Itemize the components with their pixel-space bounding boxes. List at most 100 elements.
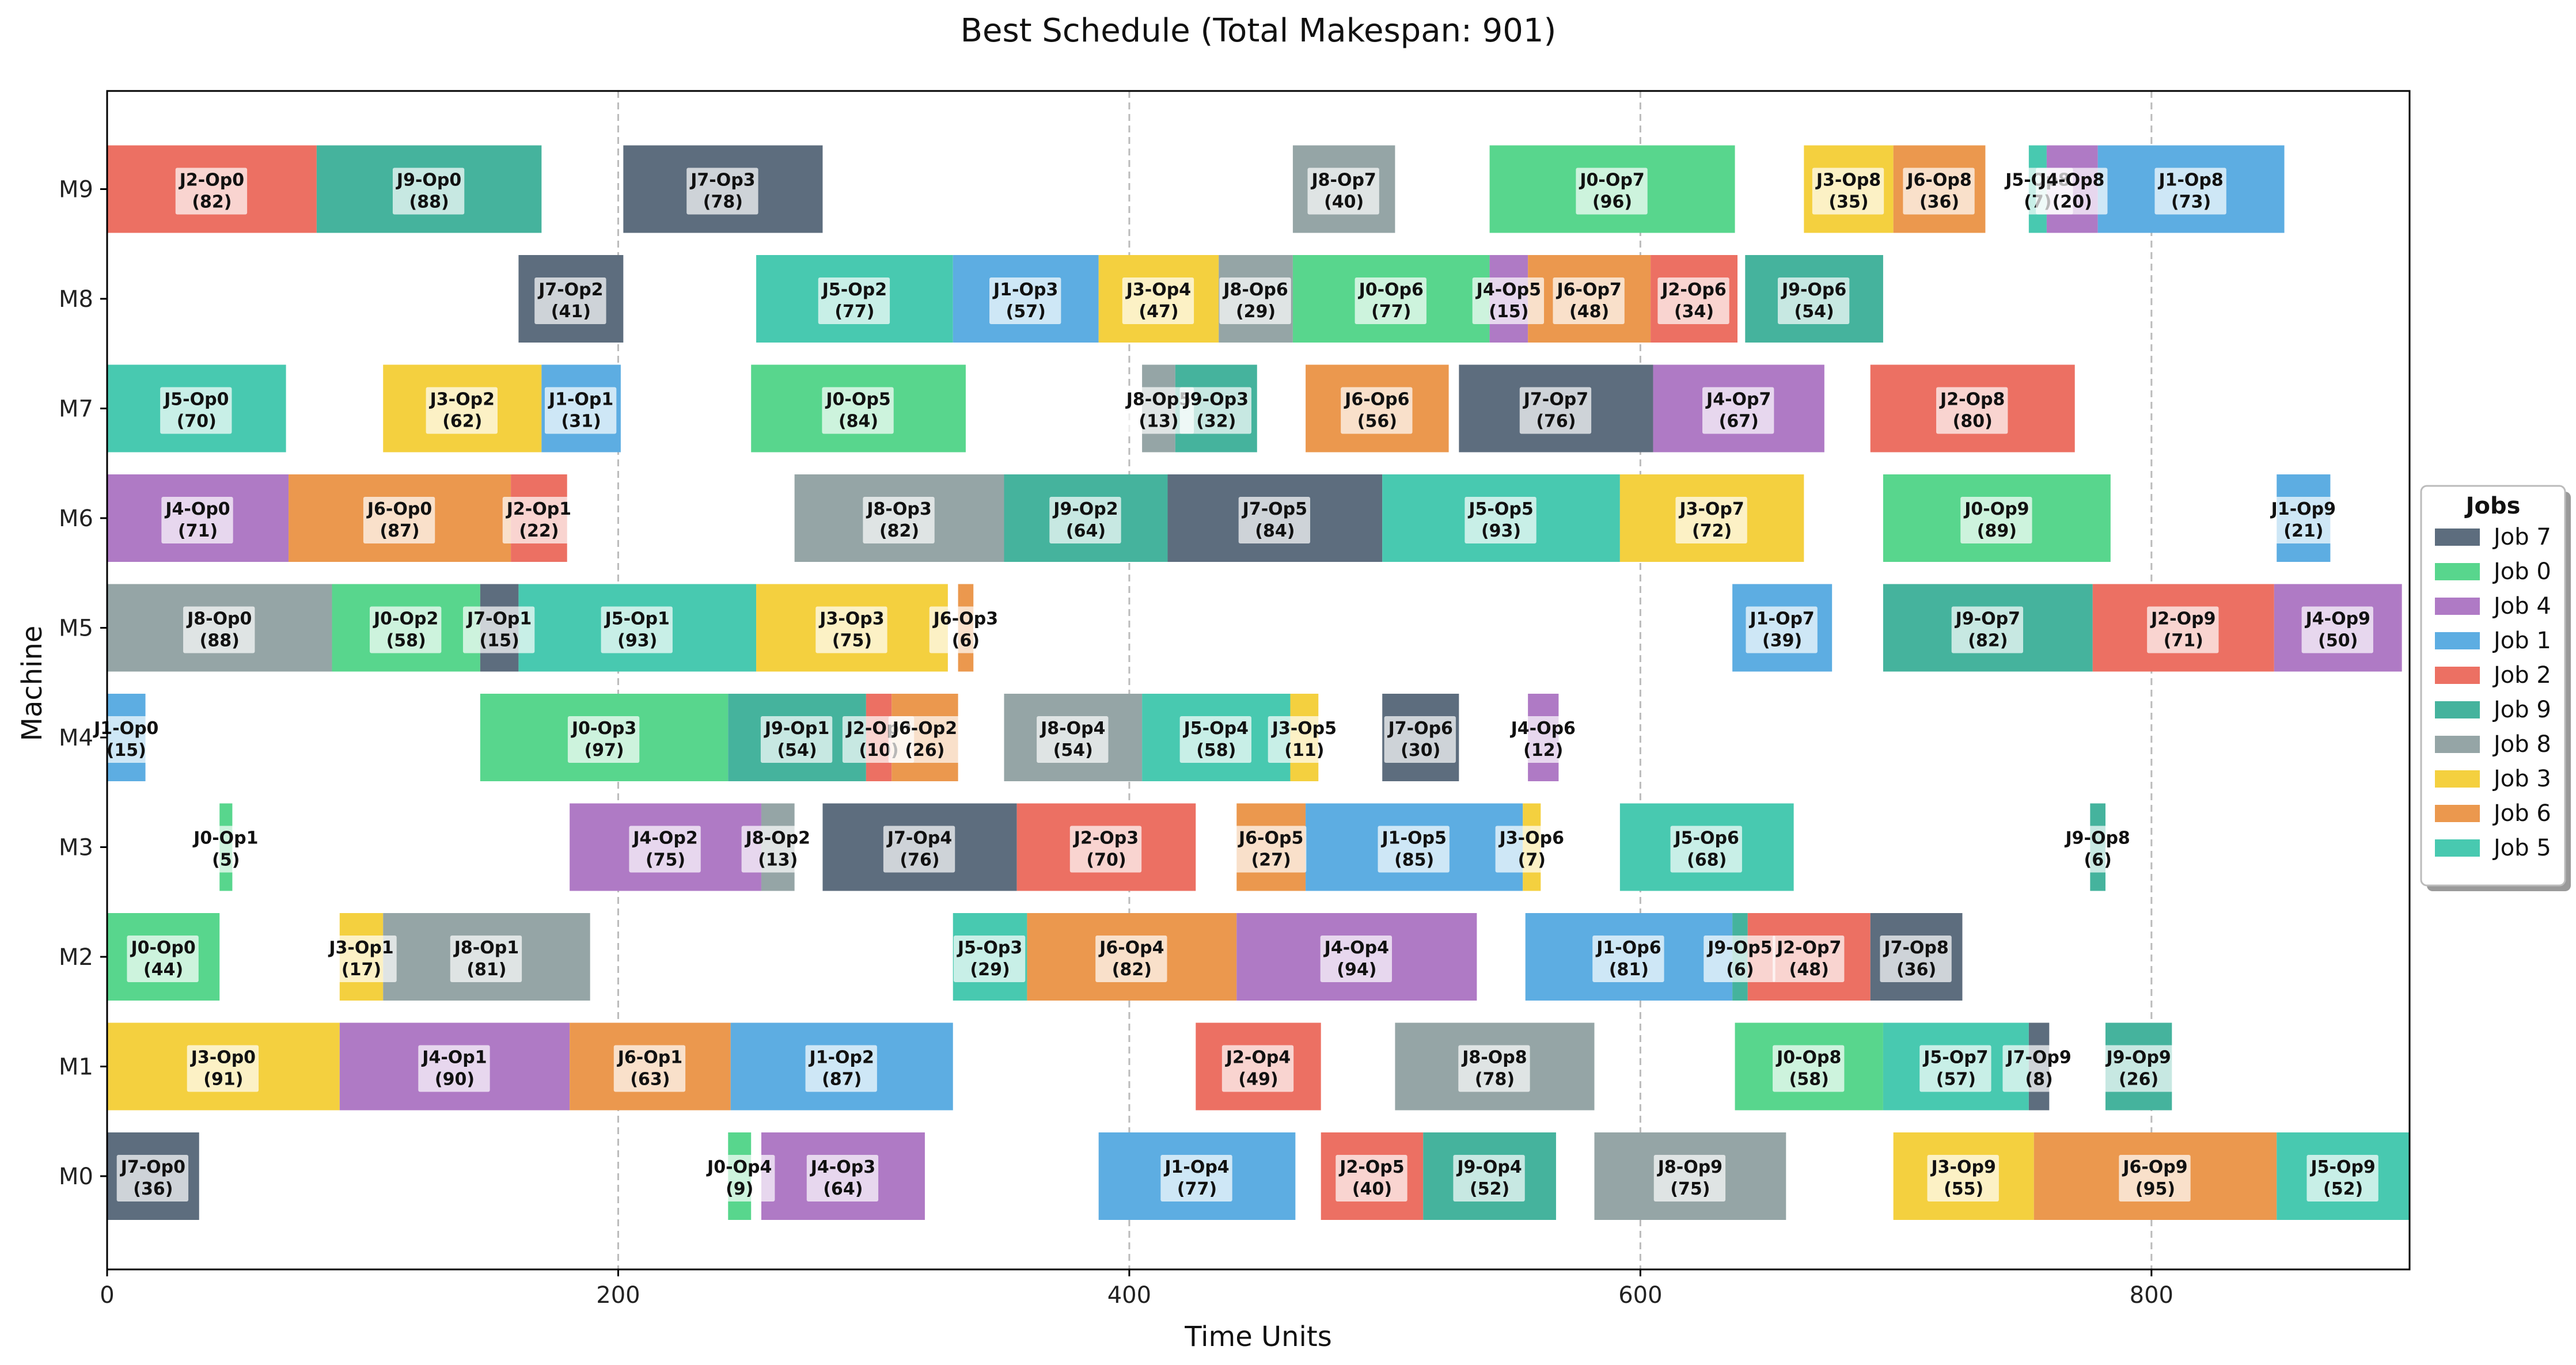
operation-duration-label: (78) bbox=[1475, 1070, 1515, 1090]
operation-label: J4-Op1(90) bbox=[418, 1045, 490, 1092]
operation-label-background bbox=[1592, 936, 1664, 982]
operation-duration-label: (32) bbox=[1196, 412, 1236, 432]
operation-label: J0-Op1(5) bbox=[189, 826, 261, 873]
operation-duration-label: (36) bbox=[1919, 192, 1959, 212]
operation-label: J8-Op7(40) bbox=[1307, 168, 1379, 215]
operation-duration-label: (63) bbox=[630, 1070, 670, 1090]
operation-duration-label: (17) bbox=[342, 960, 381, 980]
operation-duration-label: (73) bbox=[2171, 192, 2211, 212]
operation-label: J8-Op4(54) bbox=[1037, 716, 1109, 763]
operation-duration-label: (36) bbox=[1896, 960, 1936, 980]
operation-name-label: J8-Op4 bbox=[1039, 718, 1105, 739]
operation-duration-label: (12) bbox=[1523, 740, 1563, 761]
operation-name-label: J9-Op3 bbox=[1183, 390, 1249, 410]
operation-duration-label: (30) bbox=[1401, 740, 1440, 761]
operation-duration-label: (81) bbox=[1609, 960, 1649, 980]
operation-name-label: J5-Op0 bbox=[163, 390, 229, 410]
operation-duration-label: (7) bbox=[1518, 850, 1546, 870]
operation-label-background bbox=[1519, 387, 1592, 434]
operation-name-label: J2-Op0 bbox=[179, 170, 244, 191]
operation-label: J6-Op3(6) bbox=[929, 606, 1001, 653]
operation-duration-label: (41) bbox=[551, 302, 591, 322]
operation-name-label: J3-Op8 bbox=[1815, 170, 1881, 191]
operation-label-background bbox=[1704, 936, 1775, 982]
operation-duration-label: (48) bbox=[1789, 960, 1829, 980]
operation-duration-label: (72) bbox=[1692, 521, 1732, 541]
operation-name-label: J1-Op2 bbox=[809, 1048, 874, 1068]
operation-name-label: J6-Op6 bbox=[1344, 390, 1409, 410]
operation-name-label: J7-Op9 bbox=[2005, 1048, 2071, 1068]
operation-label: J5-Op4(58) bbox=[1179, 716, 1251, 763]
operation-label: J7-Op2(41) bbox=[534, 277, 606, 324]
operation-label: J3-Op7(72) bbox=[1675, 497, 1747, 543]
operation-name-label: J5-Op5 bbox=[1467, 499, 1533, 519]
operation-label: J2-Op8(80) bbox=[1936, 387, 2008, 434]
operation-name-label: J6-Op9 bbox=[2122, 1157, 2187, 1177]
operation-label-background bbox=[1307, 168, 1379, 215]
operation-label: J2-Op6(34) bbox=[1657, 277, 1729, 324]
operation-label: J2-Op1(22) bbox=[502, 497, 575, 543]
operation-duration-label: (91) bbox=[203, 1070, 243, 1090]
operation-label-background bbox=[418, 1045, 490, 1092]
legend-entry-label: Job 3 bbox=[2492, 766, 2551, 792]
operation-label: J1-Op2(87) bbox=[805, 1045, 877, 1092]
operation-duration-label: (77) bbox=[1177, 1179, 1217, 1199]
operation-label: J7-Op7(76) bbox=[1519, 387, 1592, 434]
operation-duration-label: (34) bbox=[1674, 302, 1714, 322]
operation-label: J0-Op2(58) bbox=[369, 606, 442, 653]
operation-duration-label: (80) bbox=[1953, 412, 1993, 432]
operation-name-label: J9-Op0 bbox=[396, 170, 461, 191]
operation-label: J2-Op7(48) bbox=[1773, 936, 1845, 982]
operation-label: J8-Op1(81) bbox=[450, 936, 522, 982]
operation-duration-label: (64) bbox=[823, 1179, 863, 1199]
operation-label: J5-Op2(77) bbox=[818, 277, 890, 324]
operation-duration-label: (39) bbox=[1762, 631, 1802, 651]
legend-swatch bbox=[2435, 839, 2480, 857]
operation-label-background bbox=[1465, 497, 1537, 543]
operation-label: J5-Op5(93) bbox=[1465, 497, 1537, 543]
operation-duration-label: (82) bbox=[192, 192, 232, 212]
operation-duration-label: (67) bbox=[1719, 412, 1759, 432]
operation-name-label: J7-Op7 bbox=[1523, 390, 1588, 410]
operation-duration-label: (49) bbox=[1238, 1070, 1278, 1090]
operation-label-background bbox=[1951, 606, 2024, 653]
operation-duration-label: (35) bbox=[1828, 192, 1868, 212]
operation-duration-label: (21) bbox=[2283, 521, 2323, 541]
operation-label: J9-Op0(88) bbox=[392, 168, 465, 215]
operation-label: J2-Op0(82) bbox=[175, 168, 248, 215]
operation-label: J4-Op6(12) bbox=[1507, 716, 1579, 763]
y-tick-label: M3 bbox=[59, 835, 93, 861]
operation-name-label: J1-Op4 bbox=[1163, 1157, 1229, 1177]
operation-name-label: J9-Op2 bbox=[1052, 499, 1118, 519]
x-tick-label: 600 bbox=[1618, 1282, 1662, 1309]
operation-duration-label: (54) bbox=[777, 740, 817, 761]
operation-name-label: J8-Op2 bbox=[745, 828, 810, 849]
y-tick-label: M2 bbox=[59, 944, 93, 971]
operation-duration-label: (40) bbox=[1324, 192, 1364, 212]
operation-name-label: J0-Op1 bbox=[192, 828, 258, 849]
operation-name-label: J2-Op3 bbox=[1073, 828, 1139, 849]
operation-label: J9-Op9(26) bbox=[2102, 1045, 2174, 1092]
operation-label: J2-Op5(40) bbox=[1336, 1155, 1407, 1201]
operation-label: J0-Op3(97) bbox=[567, 716, 640, 763]
operation-label-background bbox=[2147, 606, 2219, 653]
operation-label: J4-Op3(64) bbox=[806, 1155, 879, 1201]
operation-label-background bbox=[567, 716, 640, 763]
operation-duration-label: (58) bbox=[1789, 1070, 1829, 1090]
operation-duration-label: (94) bbox=[1337, 960, 1376, 980]
operation-label: J6-Op7(48) bbox=[1553, 277, 1625, 324]
operation-label: J0-Op9(89) bbox=[1960, 497, 2032, 543]
operation-label: J1-Op1(31) bbox=[544, 387, 617, 434]
operation-label: J6-Op0(87) bbox=[363, 497, 435, 543]
operation-name-label: J4-Op0 bbox=[164, 499, 230, 519]
operation-label-background bbox=[1160, 1155, 1232, 1201]
operation-duration-label: (6) bbox=[952, 631, 980, 651]
operation-label-background bbox=[1746, 606, 1818, 653]
operation-duration-label: (64) bbox=[1066, 521, 1106, 541]
operation-name-label: J9-Op1 bbox=[764, 718, 829, 739]
operation-duration-label: (44) bbox=[143, 960, 183, 980]
operation-label-background bbox=[116, 1155, 189, 1201]
operation-label-background bbox=[929, 606, 1001, 653]
operation-label-background bbox=[1268, 716, 1340, 763]
operation-name-label: J0-Op4 bbox=[706, 1157, 772, 1177]
